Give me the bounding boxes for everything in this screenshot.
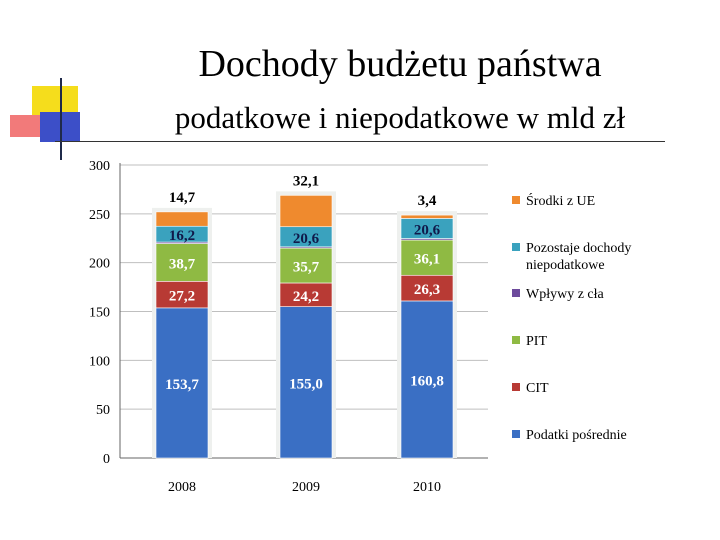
bar-segment xyxy=(279,247,333,284)
legend-label: PIT xyxy=(526,334,547,349)
bar-segment xyxy=(155,211,209,227)
legend-swatch xyxy=(512,430,520,438)
legend-swatch xyxy=(512,383,520,391)
y-tick-label: 100 xyxy=(89,354,110,369)
data-label: 38,7 xyxy=(169,256,196,272)
data-label: 153,7 xyxy=(165,377,199,393)
legend-swatch xyxy=(512,336,520,344)
data-label: 155,0 xyxy=(289,376,323,392)
legend-label: Pozostaje dochody xyxy=(526,241,631,256)
data-label: 20,6 xyxy=(293,231,320,247)
bar-segment xyxy=(155,307,209,459)
data-label: 16,2 xyxy=(169,228,195,244)
data-label: 35,7 xyxy=(293,260,320,276)
x-tick-label: 2008 xyxy=(168,480,196,495)
x-tick-label: 2009 xyxy=(292,480,320,495)
page-subtitle: podatkowe i niepodatkowe w mld zł xyxy=(174,100,626,135)
data-label: 32,1 xyxy=(293,173,319,189)
legend-label: niepodatkowe xyxy=(526,258,605,273)
bar-segment xyxy=(279,306,333,459)
y-tick-label: 50 xyxy=(96,403,110,418)
bar-segment xyxy=(400,239,454,276)
data-label: 3,4 xyxy=(418,193,437,209)
bar-segment xyxy=(400,214,454,219)
legend-label: CIT xyxy=(526,381,549,396)
bar-segment xyxy=(279,195,333,228)
data-label: 26,3 xyxy=(414,282,440,298)
y-tick-label: 200 xyxy=(89,257,110,272)
legend-label: Środki z UE xyxy=(526,192,595,209)
x-tick-label: 2010 xyxy=(413,480,441,495)
data-label: 20,6 xyxy=(414,222,441,238)
legend-swatch xyxy=(512,243,520,251)
data-label: 36,1 xyxy=(414,252,440,268)
y-tick-label: 300 xyxy=(89,159,110,174)
y-tick-label: 250 xyxy=(89,208,110,223)
data-label: 27,2 xyxy=(169,289,195,305)
y-tick-label: 150 xyxy=(89,306,110,321)
page-title: Dochody budżetu państwa xyxy=(198,43,602,85)
data-label: 14,7 xyxy=(169,190,196,206)
y-tick-label: 0 xyxy=(103,452,110,467)
legend-swatch xyxy=(512,289,520,297)
bar-segment xyxy=(155,281,209,309)
deco-vertical-line xyxy=(60,78,62,160)
legend-swatch xyxy=(512,196,520,204)
legend-label: Wpływy z cła xyxy=(526,287,605,302)
legend-label: Podatki pośrednie xyxy=(526,428,627,443)
deco-horizontal-line xyxy=(55,141,665,142)
data-label: 24,2 xyxy=(293,289,319,305)
data-label: 160,8 xyxy=(410,373,444,389)
